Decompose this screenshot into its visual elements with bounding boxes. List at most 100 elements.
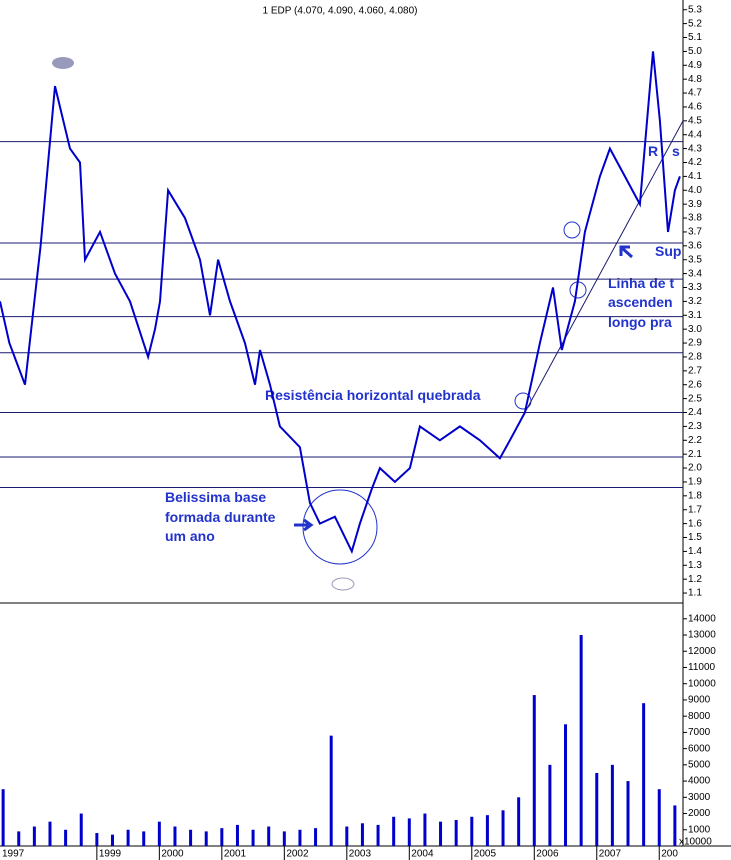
x-tick-label: 200	[661, 849, 678, 860]
y-tick-label: 2.8	[688, 352, 702, 363]
y-tick-label: 1.4	[688, 546, 702, 557]
y-tick-label: 1.2	[688, 574, 702, 585]
y-tick-label: 3.6	[688, 240, 702, 251]
x-tick-label: 2006	[536, 849, 559, 860]
volume-bar	[142, 831, 146, 846]
annotation: Resistência horizontal quebrada	[265, 387, 481, 403]
volume-bar	[251, 829, 255, 846]
y-tick-label: 5.1	[688, 32, 702, 43]
y-tick-label: 5.2	[688, 18, 702, 29]
y-tick-label: 2.4	[688, 407, 702, 418]
y-tick-label: 4.0	[688, 185, 702, 196]
y-tick-label: 4.4	[688, 129, 702, 140]
volume-bar	[564, 724, 568, 846]
y-tick-label: 4.9	[688, 60, 702, 71]
volume-bar	[189, 829, 193, 846]
annotation: Belissima base	[165, 489, 266, 505]
volume-bar	[157, 821, 161, 846]
bear-icon	[52, 57, 74, 69]
volume-bar	[501, 810, 505, 846]
y-tick-label: 1.7	[688, 504, 702, 515]
volume-bar	[17, 831, 21, 846]
x-tick-label: 2005	[474, 849, 497, 860]
annotation: Sup	[655, 243, 681, 259]
volume-bar	[548, 764, 552, 846]
volume-bar	[532, 695, 536, 846]
y-tick-label: 6000	[688, 743, 711, 754]
y-tick-label: 5.0	[688, 46, 702, 57]
x-tick-label: 1997	[2, 849, 25, 860]
y-tick-label: 1.5	[688, 532, 702, 543]
y-tick-label: 4.8	[688, 74, 702, 85]
volume-bar	[673, 805, 677, 846]
volume-bar	[110, 834, 114, 846]
y-tick-label: 8000	[688, 711, 711, 722]
y-tick-label: 3.4	[688, 268, 702, 279]
annotation: um ano	[165, 528, 215, 544]
base-circle	[302, 489, 378, 565]
volume-bar	[79, 813, 83, 846]
annotation: s	[672, 143, 680, 159]
y-tick-label: 4.7	[688, 88, 702, 99]
y-tick-label: 4.1	[688, 171, 702, 182]
y-tick-label: 1.6	[688, 518, 702, 529]
y-tick-label: 3000	[688, 792, 711, 803]
y-tick-label: 2.1	[688, 449, 702, 460]
y-tick-label: 2000	[688, 808, 711, 819]
chart-title: 1 EDP (4.070, 4.090, 4.060, 4.080)	[263, 6, 418, 17]
volume-bar	[454, 820, 458, 846]
y-tick-label: 5000	[688, 759, 711, 770]
volume-bar	[517, 797, 521, 846]
y-tick-label: 3.1	[688, 310, 702, 321]
y-tick-label: 1.9	[688, 477, 702, 488]
volume-bar	[360, 823, 364, 846]
y-tick-label: 2.6	[688, 379, 702, 390]
y-tick-label: 13000	[688, 630, 716, 641]
volume-bar	[423, 813, 427, 846]
x-tick-label: 2004	[411, 849, 434, 860]
volume-bar	[314, 828, 318, 846]
volume-bar	[48, 821, 52, 846]
trend-line	[524, 120, 684, 413]
volume-bar	[267, 826, 271, 846]
y-tick-label: 1.1	[688, 588, 702, 599]
x-tick-label: 2001	[224, 849, 247, 860]
y-tick-label: 7000	[688, 727, 711, 738]
volume-bar	[376, 824, 380, 846]
arrow	[294, 518, 314, 532]
bull-icon	[331, 577, 355, 591]
volume-bar	[610, 764, 614, 846]
volume-bar	[204, 831, 208, 846]
x-tick-label: 2000	[161, 849, 184, 860]
y-tick-label: 2.3	[688, 421, 702, 432]
y-tick-label: 1.3	[688, 560, 702, 571]
volume-bar	[579, 635, 583, 846]
volume-bar	[595, 772, 599, 846]
x-tick-label: 1999	[99, 849, 122, 860]
volume-bar	[298, 829, 302, 846]
y-tick-label: 3.0	[688, 324, 702, 335]
y-tick-label: 1.8	[688, 490, 702, 501]
volume-bar	[345, 826, 349, 846]
y-tick-label: 3.2	[688, 296, 702, 307]
x-tick-label: 2003	[349, 849, 372, 860]
y-tick-label: 4.6	[688, 102, 702, 113]
y-tick-label: 2.5	[688, 393, 702, 404]
volume-bar	[235, 824, 239, 846]
y-tick-label: 2.0	[688, 463, 702, 474]
volume-bar	[126, 829, 130, 846]
volume-bar	[64, 829, 68, 846]
y-tick-label: 10000	[688, 678, 716, 689]
y-tick-label: 2.9	[688, 338, 702, 349]
x-tick-label: 2002	[286, 849, 309, 860]
y-tick-label: 3.5	[688, 254, 702, 265]
volume-bar	[485, 815, 489, 846]
y-tick-label: 9000	[688, 695, 711, 706]
volume-bar	[282, 831, 286, 846]
annotation: Linha de t	[608, 275, 674, 291]
volume-bar	[32, 826, 36, 846]
y-tick-label: 14000	[688, 613, 716, 624]
y-tick-label: 2.7	[688, 365, 702, 376]
price-line	[0, 51, 681, 555]
